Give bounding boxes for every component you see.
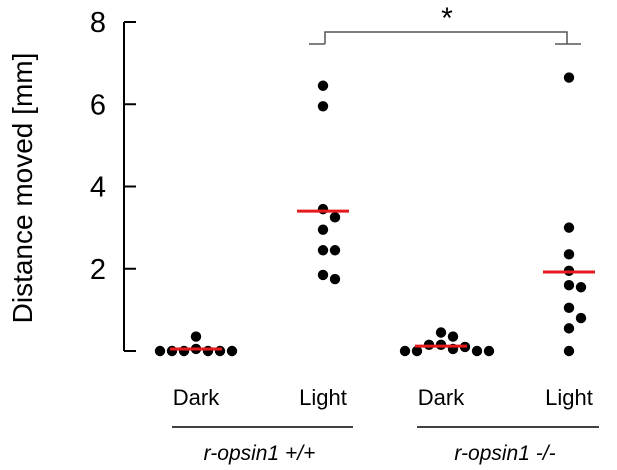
data-point-1-5 [317, 245, 329, 256]
data-points [154, 72, 587, 357]
significance-bracket: * [309, 2, 581, 45]
x-tick-label-0: Dark [173, 385, 220, 410]
data-point-3-7 [575, 312, 587, 324]
group-label-0: r-opsin1 +/+ [204, 442, 316, 465]
y-tick-label-4: 4 [90, 172, 106, 204]
data-point-3-8 [563, 323, 575, 334]
data-point-3-0 [563, 72, 575, 83]
data-point-0-2 [202, 345, 214, 357]
data-point-3-2 [563, 249, 575, 260]
data-point-0-4 [214, 345, 226, 357]
data-point-2-0 [435, 327, 447, 338]
y-tick-label-6: 6 [90, 89, 106, 121]
data-point-0-6 [226, 345, 238, 357]
significance-line [309, 31, 581, 45]
y-axis-label: Distance moved [mm] [7, 53, 38, 324]
data-point-1-7 [317, 269, 329, 281]
data-point-2-9 [483, 345, 495, 357]
data-point-0-5 [166, 345, 178, 357]
data-point-0-3 [178, 345, 190, 357]
y-axis: 2 4 6 8 [90, 7, 136, 352]
significance-marker: * [441, 2, 453, 35]
data-point-2-7 [471, 345, 483, 357]
y-tick-label-8: 8 [90, 7, 106, 39]
data-point-3-9 [563, 345, 575, 357]
x-tick-label-1: Light [299, 385, 347, 410]
data-point-1-8 [329, 273, 341, 285]
data-point-1-2 [317, 203, 329, 215]
data-point-0-0 [190, 331, 202, 342]
data-point-2-8 [399, 345, 411, 357]
data-point-3-5 [575, 282, 587, 293]
data-point-1-3 [329, 212, 341, 223]
data-point-1-0 [317, 80, 329, 91]
y-tick-label-2: 2 [90, 254, 106, 286]
x-tick-label-2: Dark [418, 385, 465, 410]
data-point-2-1 [447, 331, 459, 342]
data-point-3-1 [563, 222, 575, 233]
group-labels: r-opsin1 +/+ r-opsin1 -/- [172, 426, 599, 465]
x-tick-label-3: Light [545, 385, 593, 410]
data-point-3-6 [563, 302, 575, 314]
data-point-1-1 [317, 101, 329, 112]
data-point-1-6 [329, 245, 341, 256]
data-point-1-4 [317, 224, 329, 235]
data-point-0-7 [154, 345, 166, 357]
data-point-3-4 [563, 280, 575, 291]
mean-lines [170, 209, 595, 351]
group-label-1: r-opsin1 -/- [454, 442, 555, 465]
x-labels: Dark Light Dark Light [173, 385, 593, 410]
data-point-2-6 [411, 345, 423, 357]
